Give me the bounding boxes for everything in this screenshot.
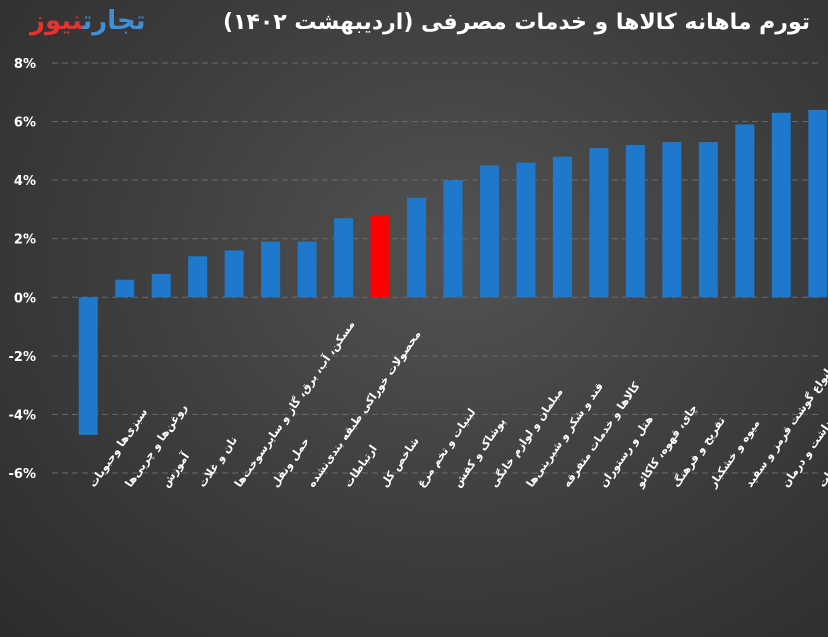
bar bbox=[407, 197, 427, 298]
bar bbox=[261, 241, 281, 298]
bar bbox=[443, 180, 463, 298]
x-tick-label: آموزش bbox=[158, 450, 192, 490]
bar bbox=[735, 124, 755, 298]
y-tick-label: 6% bbox=[14, 116, 36, 131]
bar bbox=[115, 279, 135, 298]
brand-logo: تجارتنیوز bbox=[30, 6, 146, 36]
bar bbox=[297, 241, 317, 298]
y-tick-label: 2% bbox=[14, 233, 36, 248]
y-tick-label: -4% bbox=[9, 408, 36, 423]
bar bbox=[808, 109, 828, 298]
y-tick-label: -2% bbox=[9, 350, 36, 365]
x-tick-label: دخانیات bbox=[816, 448, 828, 490]
x-tick-label: ارتباطات bbox=[341, 443, 379, 490]
bar bbox=[771, 112, 791, 298]
bar bbox=[78, 297, 98, 435]
bar bbox=[516, 162, 536, 298]
bar bbox=[698, 142, 718, 298]
y-tick-label: -6% bbox=[9, 467, 36, 482]
bar bbox=[370, 215, 390, 298]
bar bbox=[589, 147, 609, 298]
y-tick-label: 4% bbox=[14, 174, 36, 189]
y-tick-label: 8% bbox=[14, 57, 36, 72]
y-tick-label: 0% bbox=[14, 291, 36, 306]
bar bbox=[188, 256, 208, 298]
bar bbox=[334, 218, 354, 298]
logo-part-news: نیوز bbox=[30, 6, 83, 36]
bar bbox=[625, 145, 645, 298]
chart-title: تورم ماهانه کالاها و خدمات مصرفی (اردیبه… bbox=[222, 10, 810, 35]
bar bbox=[479, 165, 499, 298]
logo-part-tejarat: تجارت bbox=[82, 6, 146, 36]
bar bbox=[151, 273, 171, 298]
bar bbox=[224, 250, 244, 298]
bar bbox=[662, 142, 682, 298]
bar bbox=[552, 156, 572, 298]
